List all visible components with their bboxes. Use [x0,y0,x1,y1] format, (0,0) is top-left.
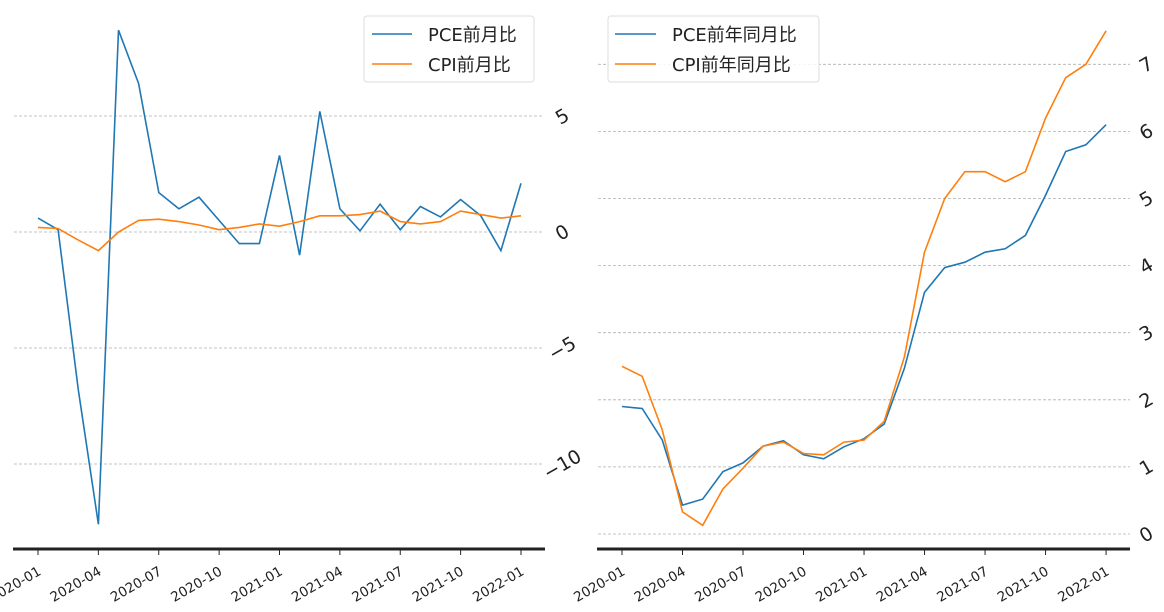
left-x-axis-ticks: 2020-01 2020-04 2020-07 2020-10 2021-01 2021-… [0,550,527,606]
x-tick-label: 2020-04 [632,564,689,606]
x-tick-label: 2022-01 [470,564,527,606]
x-tick-label: 2021-01 [813,564,870,606]
x-tick-label: 2021-01 [229,564,286,606]
x-tick-label: 2020-07 [108,564,165,606]
y-tick-label: 5 [1136,187,1157,212]
left-legend: PCE前月比 CPI前月比 [363,15,535,83]
series-line-cpi [621,30,1107,527]
y-tick-label: 4 [1136,254,1157,279]
series-line-pce [37,29,522,525]
y-tick-label: 3 [1136,321,1157,346]
y-tick-label: 6 [1136,120,1157,145]
series-line-cpi [37,210,522,252]
right-gridlines [598,63,1130,535]
series-line-pce [621,124,1107,507]
x-tick-label: 2021-10 [995,564,1052,606]
legend-frame [363,15,535,83]
left-gridlines [14,115,544,465]
right-y-axis-ticks: 0 1 2 3 4 5 6 7 [1136,53,1157,548]
legend-label-cpi: CPI前月比 [428,55,511,76]
y-tick-label: 1 [1136,455,1157,480]
x-tick-label: 2021-04 [289,564,346,606]
y-tick-label: 5 [552,104,573,129]
right-x-axis-ticks: 2020-01 2020-04 2020-07 2020-10 2021-01 2021-… [571,550,1112,606]
x-tick-label: 2020-10 [168,564,225,606]
left-series-lines [37,29,522,525]
x-tick-label: 2021-04 [874,564,931,606]
y-tick-label: 2 [1136,388,1157,413]
y-tick-label: 0 [552,220,573,245]
legend-label-cpi: CPI前年同月比 [672,55,791,76]
y-tick-label: 7 [1136,53,1157,78]
x-tick-label: 2020-10 [753,564,810,606]
x-tick-label: 2020-07 [692,564,749,606]
x-tick-label: 2021-10 [410,564,467,606]
x-tick-label: 2020-01 [571,564,628,606]
x-tick-label: 2020-01 [0,564,44,606]
x-tick-label: 2021-07 [934,564,991,606]
right-panel-yoy-chart: 2020-01 2020-04 2020-07 2020-10 2021-01 2021-… [571,15,1157,606]
legend-label-pce: PCE前年同月比 [672,25,797,46]
legend-label-pce: PCE前月比 [428,25,517,46]
right-legend: PCE前年同月比 CPI前年同月比 [607,15,820,83]
y-tick-label: −5 [545,332,580,365]
left-y-axis-ticks: 5 0 −5 −10 [540,104,586,484]
x-tick-label: 2022-01 [1055,564,1112,606]
y-tick-label: 0 [1136,522,1157,547]
left-panel-mom-chart: 2020-01 2020-04 2020-07 2020-10 2021-01 2021-… [0,15,586,606]
y-tick-label: −10 [540,445,586,484]
x-tick-label: 2021-07 [349,564,406,606]
legend-frame [607,15,820,83]
right-series-lines [621,30,1107,527]
x-tick-label: 2020-04 [48,564,105,606]
